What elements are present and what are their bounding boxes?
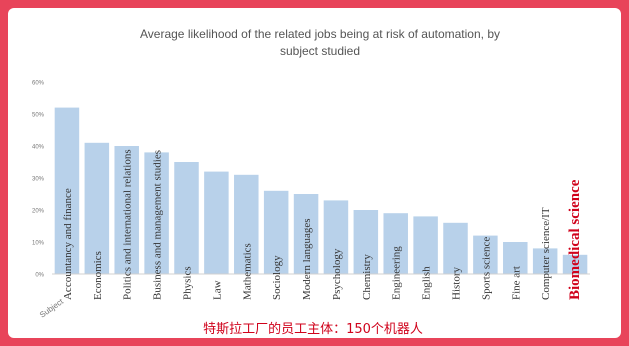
x-tick-label: Physics: [182, 266, 194, 300]
bar-politics-and-international-relations: [114, 146, 139, 274]
chart-title-line-2: subject studied: [279, 44, 361, 58]
bar-fine-art: [503, 242, 528, 274]
x-tick-label: History: [451, 267, 463, 301]
chart-title-line-1: Average likelihood of the related jobs b…: [140, 27, 500, 41]
x-tick-label: Politics and international relations: [122, 149, 134, 300]
bar-economics: [84, 142, 110, 274]
x-tick-label: Modern languages: [301, 218, 313, 300]
x-tick-label: Fine art: [510, 266, 522, 300]
bar-chemistry: [353, 210, 379, 274]
x-tick-label: Biomedical science: [567, 179, 583, 300]
bar-accountancy-and-finance: [54, 107, 80, 274]
bar-biomedical-science: [562, 254, 588, 274]
bar-computer-science-it: [532, 248, 558, 274]
x-tick-label: Business and management studies: [152, 150, 164, 300]
y-tick-label: 20%: [32, 209, 45, 215]
bar-engineering: [383, 213, 408, 274]
x-axis-title: Subject: [38, 297, 66, 320]
y-tick-label: 10%: [32, 241, 45, 247]
slide-caption: 特斯拉工厂的员工主体：150个机器人: [203, 322, 423, 337]
y-tick-label: 30%: [32, 177, 45, 183]
bar-law: [204, 171, 229, 274]
y-tick-label: 0%: [35, 273, 44, 279]
bar-physics: [174, 162, 199, 274]
x-tick-label: Law: [211, 280, 223, 300]
y-tick-label: 60%: [32, 81, 45, 87]
bar-history: [443, 222, 468, 274]
chart-panel: [8, 8, 621, 338]
x-tick-label: Accountancy and finance: [62, 188, 74, 300]
x-tick-label: Economics: [92, 251, 104, 300]
x-tick-label: English: [421, 266, 433, 300]
bar-english: [413, 216, 438, 274]
x-tick-label: Computer science/IT: [540, 207, 552, 300]
x-tick-label: Mathematics: [241, 243, 253, 300]
x-tick-label: Engineering: [391, 246, 403, 300]
bar-modern-languages: [293, 194, 319, 274]
bar-sociology: [263, 190, 289, 274]
y-tick-label: 50%: [32, 113, 45, 119]
bar-business-and-management-studies: [144, 152, 169, 274]
bar-psychology: [323, 200, 349, 274]
x-tick-label: Sports science: [480, 237, 492, 300]
x-tick-label: Sociology: [271, 255, 283, 300]
chart-title: Average likelihood of the related jobs b…: [60, 26, 580, 60]
bar-sports-science: [473, 235, 498, 274]
y-tick-label: 40%: [32, 145, 45, 151]
bar-mathematics: [234, 174, 259, 274]
x-tick-label: Psychology: [331, 248, 343, 300]
x-tick-label: Chemistry: [361, 254, 373, 300]
